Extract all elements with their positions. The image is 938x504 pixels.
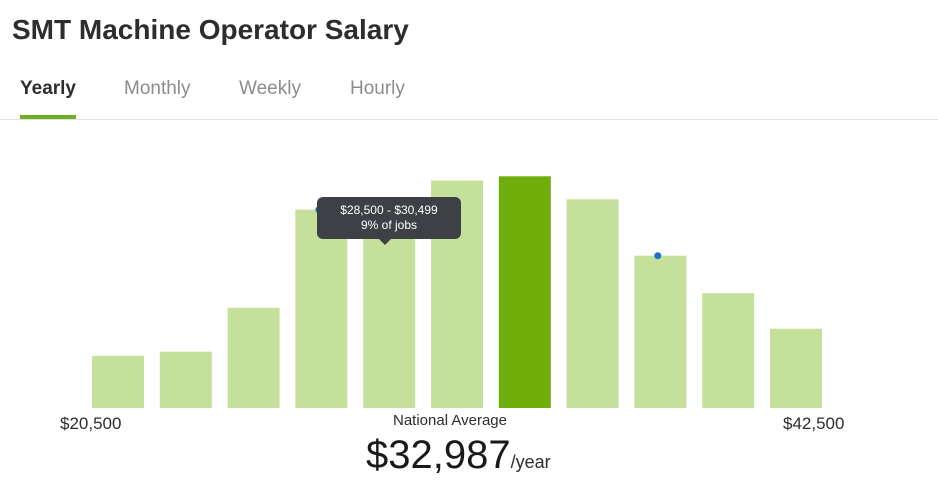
national-average-caption: National Average (393, 412, 507, 429)
bar-highlighted[interactable] (498, 176, 551, 408)
bar[interactable] (363, 220, 416, 408)
tab-monthly[interactable]: Monthly (124, 78, 191, 99)
national-average-amount: $32,987 (366, 433, 511, 477)
tooltip-range: $28,500 - $30,499 (340, 203, 438, 217)
bar-marker-dot (654, 252, 662, 260)
tab-hourly[interactable]: Hourly (350, 78, 405, 99)
bar[interactable] (227, 307, 280, 408)
national-average-unit: /year (510, 452, 551, 472)
bar[interactable] (92, 355, 144, 408)
range-min-label: $20,500 (60, 414, 122, 433)
page-title: SMT Machine Operator Salary (12, 14, 409, 45)
tab-divider (0, 119, 938, 120)
bar[interactable] (159, 351, 212, 408)
range-max-label: $42,500 (783, 414, 845, 433)
bar[interactable] (770, 328, 822, 408)
bar[interactable] (634, 255, 687, 408)
salary-histogram (92, 176, 822, 408)
tab-weekly[interactable]: Weekly (239, 78, 301, 99)
bar-tooltip: $28,500 - $30,499 9% of jobs (317, 197, 461, 245)
tab-yearly[interactable]: Yearly (20, 78, 76, 99)
period-tabs: Yearly Monthly Weekly Hourly (0, 64, 938, 120)
active-tab-indicator (20, 115, 76, 119)
bar[interactable] (295, 209, 348, 408)
bar[interactable] (566, 199, 619, 408)
bar[interactable] (702, 293, 755, 408)
tooltip-share: 9% of jobs (360, 218, 418, 232)
national-average-value: $32,987/year (366, 433, 551, 478)
